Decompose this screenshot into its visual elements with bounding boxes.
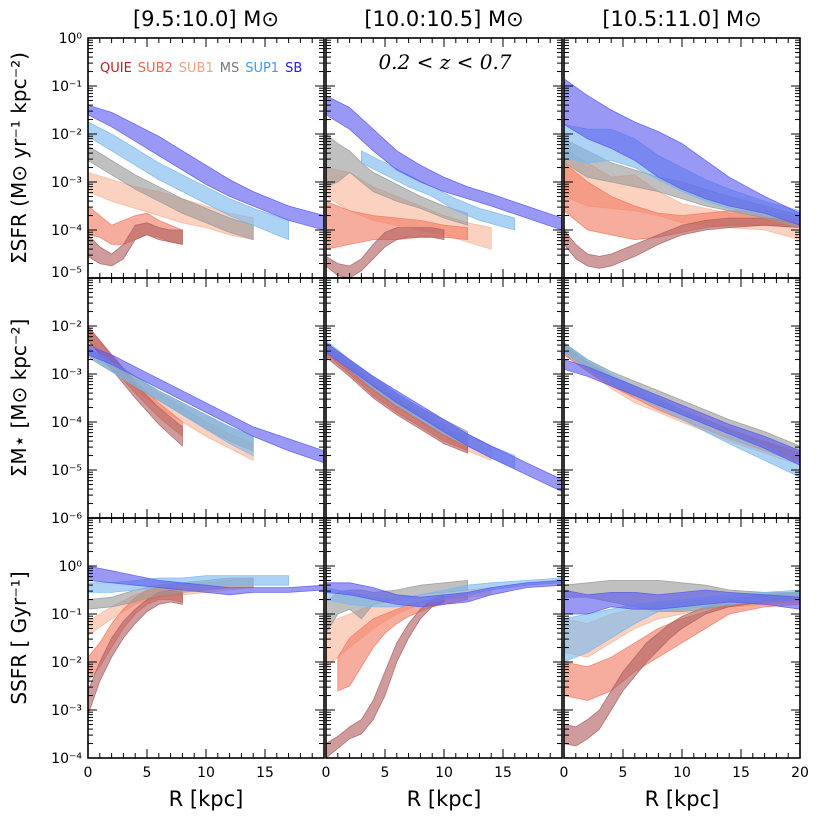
y-tick-label: 10⁻³: [51, 175, 82, 191]
panel-frame: [87, 277, 325, 519]
column-title: [10.5:11.0] M⊙: [602, 7, 761, 31]
ticks: [325, 37, 563, 279]
y-tick-label: 10⁻²: [51, 319, 82, 335]
legend-item-ms: MS: [220, 61, 239, 76]
x-tick-label: 5: [381, 765, 390, 781]
panel-r0-c1: [325, 37, 563, 279]
panel-r2-c0: [87, 517, 325, 759]
ticks: [87, 517, 325, 759]
y-tick-label: 10⁻⁵: [51, 463, 82, 479]
x-tick-label: 0: [560, 765, 569, 781]
band-quie: [564, 591, 800, 747]
panel-frame: [563, 277, 801, 519]
x-tick-label: 15: [256, 765, 274, 781]
y-tick-label: 10⁻³: [51, 367, 82, 383]
y-tick-label: 10⁰: [59, 31, 83, 47]
column-title: [10.0:10.5] M⊙: [364, 7, 523, 31]
band-ms: [88, 145, 254, 241]
y-tick-label: 10⁻²: [51, 127, 82, 143]
legend-item-sub2: SUB2: [138, 61, 173, 76]
bands: [88, 104, 324, 267]
panel-frame: [325, 277, 563, 519]
x-tick-label: 15: [732, 765, 750, 781]
y-tick-label: 10⁻²: [51, 655, 82, 671]
panel-r2-c1: [325, 517, 563, 759]
y-tick-label: 10⁻⁵: [51, 265, 82, 281]
bands: [564, 78, 800, 269]
x-tick-label: 5: [143, 765, 152, 781]
y-axis-label: ΣM⋆ [M⊙ kpc⁻²]: [7, 319, 31, 478]
panel-r2-c2: [563, 517, 801, 759]
x-tick-label: 10: [435, 765, 453, 781]
x-tick-label: 10: [673, 765, 691, 781]
ticks: [563, 37, 801, 279]
ticks: [87, 277, 325, 519]
x-axis-label: R [kpc]: [169, 787, 244, 811]
band-sb: [326, 95, 562, 231]
legend-item-sup1: SUP1: [245, 61, 279, 76]
band-quie: [564, 217, 800, 269]
x-tick-label: 0: [322, 765, 331, 781]
x-tick-label: 20: [791, 765, 809, 781]
text-layer: 10⁻⁵ 10⁻⁴ 10⁻³ 10⁻² 10⁻¹ 10⁰ 10⁻⁶ 10⁻⁵ 10⁻⁴ 10⁻³ 1…: [7, 7, 809, 811]
panel-r0-c2: [563, 37, 801, 279]
band-sb: [564, 359, 800, 466]
panel-r1-c2: [563, 277, 801, 519]
panel-r0-c0: [87, 37, 325, 279]
ticks: [325, 277, 563, 519]
column-title: [9.5:10.0] M⊙: [133, 7, 279, 31]
y-tick-label: 10⁻¹: [51, 79, 82, 95]
x-tick-label: 10: [197, 765, 215, 781]
bands: [88, 325, 324, 464]
band-quie: [88, 222, 183, 267]
legend-item-sb: SB: [285, 61, 302, 76]
legend-item-quie: QUIE: [100, 61, 132, 76]
bands: [326, 339, 562, 493]
band-sb: [88, 344, 324, 464]
y-tick-label: 10⁻⁶: [51, 511, 82, 527]
x-tick-label: 0: [84, 765, 93, 781]
ticks: [563, 517, 801, 759]
bands: [88, 565, 324, 715]
band-sb: [88, 104, 324, 231]
y-tick-label: 10⁰: [59, 559, 83, 575]
band-sb: [88, 565, 324, 596]
y-tick-label: 10⁻³: [51, 703, 82, 719]
ticks: [563, 277, 801, 519]
bands: [326, 95, 562, 278]
bands: [564, 580, 800, 747]
x-axis-label: R [kpc]: [645, 787, 720, 811]
band-sup1: [88, 121, 289, 241]
legend: QUIE SUB2 SUB1 MS SUP1 SB: [100, 61, 302, 76]
y-tick-label: 10⁻⁴: [51, 415, 82, 431]
band-quie: [88, 589, 183, 715]
band-sup1: [88, 347, 254, 457]
x-tick-label: 15: [494, 765, 512, 781]
legend-item-sub1: SUB1: [179, 61, 214, 76]
bands: [326, 577, 562, 758]
band-sb: [564, 589, 800, 615]
y-tick-label: 10⁻¹: [51, 607, 82, 623]
panel-r1-c0: [87, 277, 325, 519]
band-sb: [564, 78, 800, 226]
ticks: [325, 517, 563, 759]
panel-r1-c1: [325, 277, 563, 519]
x-axis-label: R [kpc]: [407, 787, 482, 811]
x-tick-label: 5: [619, 765, 628, 781]
panels-layer: [87, 37, 801, 759]
band-sb: [326, 579, 562, 608]
y-axis-label: SSFR [ Gyr⁻¹]: [7, 571, 31, 704]
band-quie: [326, 227, 445, 278]
y-tick-label: 10⁻⁴: [51, 223, 82, 239]
y-tick-label: 10⁻⁴: [51, 751, 82, 767]
bands: [564, 342, 800, 478]
y-axis-label: ΣSFR (M⊙ yr⁻¹ kpc⁻²): [7, 52, 31, 264]
redshift-annotation: 0.2 < z < 0.7: [378, 50, 511, 74]
band-sb: [326, 342, 562, 493]
